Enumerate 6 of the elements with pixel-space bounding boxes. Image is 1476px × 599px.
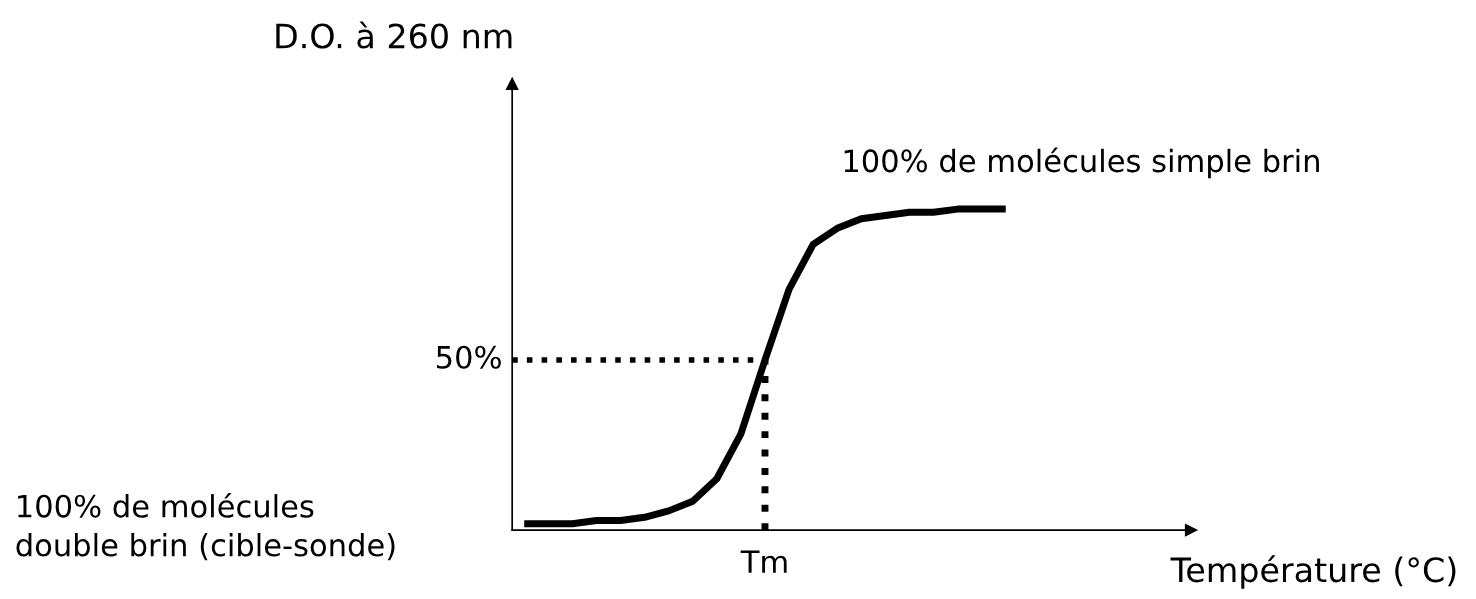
y-axis-title: D.O. à 260 nm — [276, 21, 512, 49]
text: 100% de molécules simple brin — [844, 147, 1319, 179]
text: Tm — [740, 550, 787, 573]
text: 100% de molécules double brin (cible-sonde) — [16, 492, 395, 561]
text: 50% — [436, 345, 501, 369]
x-axis-title: Température (°C) — [1170, 555, 1456, 589]
